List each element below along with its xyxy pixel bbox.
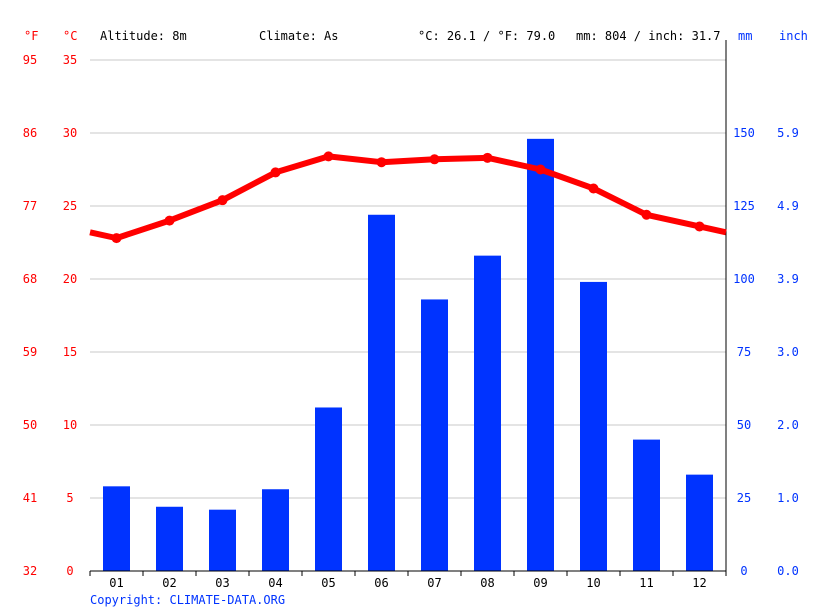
temperature-point <box>641 209 652 220</box>
celsius-unit-label: °C <box>63 29 77 43</box>
mm-tick-label: 100 <box>733 272 755 286</box>
inch-tick-label: 3.0 <box>777 345 799 359</box>
celsius-tick-label: 30 <box>63 126 77 140</box>
inch-tick-label: 4.9 <box>777 199 799 213</box>
precipitation-bar <box>474 255 501 571</box>
climate-label: Climate: As <box>259 29 338 43</box>
month-label: 10 <box>586 576 600 590</box>
month-label: 12 <box>692 576 706 590</box>
celsius-tick-label: 25 <box>63 199 77 213</box>
fahrenheit-tick-label: 41 <box>23 491 37 505</box>
temperature-point <box>535 164 546 175</box>
precipitation-bar <box>633 439 660 571</box>
month-label: 02 <box>162 576 176 590</box>
fahrenheit-tick-label: 59 <box>23 345 37 359</box>
temperature-point <box>270 167 281 178</box>
temperature-point <box>482 152 493 163</box>
month-label: 08 <box>480 576 494 590</box>
month-label: 09 <box>533 576 547 590</box>
temperature-point <box>694 221 705 232</box>
month-label: 03 <box>215 576 229 590</box>
celsius-tick-label: 20 <box>63 272 77 286</box>
month-label: 04 <box>268 576 282 590</box>
celsius-tick-label: 0 <box>66 564 73 578</box>
mm-unit-label: mm <box>738 29 752 43</box>
month-label: 01 <box>109 576 123 590</box>
inch-tick-label: 0.0 <box>777 564 799 578</box>
temperature-point <box>323 151 334 162</box>
precipitation-bar <box>262 489 289 571</box>
inch-unit-label: inch <box>779 29 808 43</box>
precipitation-bars <box>103 138 713 571</box>
precipitation-summary: mm: 804 / inch: 31.7 <box>576 29 721 43</box>
inch-tick-label: 2.0 <box>777 418 799 432</box>
temperature-point <box>164 215 175 226</box>
temperature-line <box>89 151 727 244</box>
mm-tick-label: 75 <box>737 345 751 359</box>
mm-tick-label: 125 <box>733 199 755 213</box>
precipitation-bar <box>315 407 342 571</box>
month-label: 11 <box>639 576 653 590</box>
precipitation-bar <box>103 486 130 571</box>
temperature-point <box>111 233 122 244</box>
temperature-point <box>376 157 387 168</box>
fahrenheit-tick-label: 77 <box>23 199 37 213</box>
axes <box>89 40 727 576</box>
precipitation-bar <box>368 214 395 571</box>
month-label: 07 <box>427 576 441 590</box>
gridlines <box>90 59 726 499</box>
fahrenheit-tick-label: 32 <box>23 564 37 578</box>
precipitation-bar <box>686 474 713 571</box>
celsius-tick-label: 15 <box>63 345 77 359</box>
celsius-tick-label: 10 <box>63 418 77 432</box>
precipitation-bar <box>209 509 236 571</box>
temperature-summary: °C: 26.1 / °F: 79.0 <box>418 29 555 43</box>
mm-tick-label: 150 <box>733 126 755 140</box>
mm-tick-label: 50 <box>737 418 751 432</box>
copyright-text: Copyright: CLIMATE-DATA.ORG <box>90 593 285 607</box>
precipitation-bar <box>527 138 554 571</box>
celsius-tick-label: 5 <box>66 491 73 505</box>
month-label: 05 <box>321 576 335 590</box>
fahrenheit-unit-label: °F <box>24 29 38 43</box>
mm-tick-label: 25 <box>737 491 751 505</box>
precipitation-bar <box>421 299 448 571</box>
temperature-point <box>217 195 228 206</box>
precipitation-bar <box>580 281 607 571</box>
fahrenheit-tick-label: 50 <box>23 418 37 432</box>
inch-tick-label: 3.9 <box>777 272 799 286</box>
altitude-label: Altitude: 8m <box>100 29 187 43</box>
precipitation-bar <box>156 506 183 571</box>
fahrenheit-tick-label: 86 <box>23 126 37 140</box>
fahrenheit-tick-label: 68 <box>23 272 37 286</box>
fahrenheit-tick-label: 95 <box>23 53 37 67</box>
temperature-point <box>429 154 440 165</box>
temperature-point <box>588 183 599 194</box>
tick-labels: 0 32 5 41 10 50 15 59 20 68 25 77 30 86 35 95 0 0.0 25 1.0 5… <box>23 53 799 590</box>
inch-tick-label: 5.9 <box>777 126 799 140</box>
inch-tick-label: 1.0 <box>777 491 799 505</box>
mm-tick-label: 0 <box>740 564 747 578</box>
celsius-tick-label: 35 <box>63 53 77 67</box>
temperature-line-path <box>89 153 727 242</box>
month-label: 06 <box>374 576 388 590</box>
